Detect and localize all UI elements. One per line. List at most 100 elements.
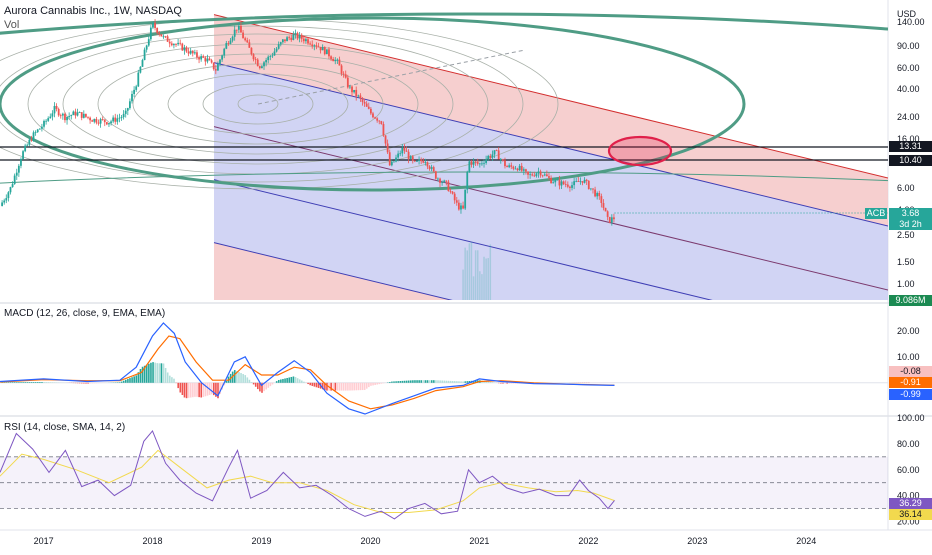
candle-body: [410, 156, 412, 159]
macd-hist-bar: [506, 383, 508, 384]
candle-body: [311, 44, 313, 46]
candle-body: [533, 175, 535, 176]
candle-body: [5, 198, 7, 200]
macd-hist-bar: [50, 382, 52, 383]
macd-hist-bar: [135, 375, 137, 382]
macd-hist-bar: [433, 380, 435, 383]
candle-body: [324, 47, 326, 54]
macd-hist-bar: [186, 383, 188, 398]
candle-body: [60, 115, 62, 116]
candle-body: [546, 174, 548, 176]
candle-body: [49, 117, 51, 119]
macd-hist-bar: [89, 383, 91, 384]
macd-hist-bar: [249, 380, 251, 383]
macd-hist-bar: [167, 372, 169, 382]
macd-hist-bar: [314, 383, 316, 387]
macd-hist-bar: [425, 380, 427, 383]
candle-body: [496, 150, 498, 151]
candle-body: [41, 127, 43, 129]
candle-body: [66, 117, 68, 120]
symbol-title[interactable]: Aurora Cannabis Inc., 1W, NASDAQ: [4, 5, 182, 17]
macd-plot: [0, 323, 888, 414]
candle-body: [194, 52, 196, 53]
candle-body: [607, 211, 609, 217]
ticker-badge: ACB: [865, 208, 887, 219]
macd-hist-bar: [171, 377, 173, 383]
candle-body: [320, 47, 322, 50]
time-tick-label: 2019: [251, 536, 271, 546]
macd-hist-bar: [280, 379, 282, 382]
macd-hist-bar: [406, 381, 408, 383]
candle-body: [207, 59, 209, 62]
macd-hist-bar: [267, 383, 269, 388]
rsi-tick-label: 100.00: [897, 413, 925, 423]
candle-body: [244, 38, 246, 40]
candle-body: [376, 118, 378, 120]
candle-body: [181, 44, 183, 51]
candle-body: [383, 124, 385, 135]
candle-body: [590, 188, 592, 189]
macd-hist-bar: [27, 382, 29, 383]
candle-body: [577, 181, 579, 182]
candle-body: [452, 192, 454, 194]
macd-hist-bar: [196, 383, 198, 397]
macd-hist-bar: [211, 383, 213, 395]
candle-body: [521, 166, 523, 171]
candle-body: [100, 119, 102, 123]
candle-body: [179, 43, 181, 44]
candle-body: [519, 166, 521, 170]
candle-body: [366, 104, 368, 107]
candle-body: [290, 38, 292, 40]
volume-legend: Vol: [4, 19, 19, 31]
macd-hist-bar: [511, 383, 513, 384]
candle-body: [527, 171, 529, 174]
macd-hist-bar: [163, 363, 165, 382]
candle-body: [129, 101, 131, 108]
candle-body: [353, 90, 355, 92]
candle-body: [56, 106, 58, 109]
macd-hist-bar: [288, 377, 290, 382]
macd-hist-bar: [35, 382, 37, 383]
macd-hist-bar: [125, 380, 127, 383]
macd-hist-bar: [376, 383, 378, 385]
candle-body: [70, 115, 72, 116]
candle-body: [171, 43, 173, 45]
candle-body: [146, 46, 148, 50]
candle-body: [414, 161, 416, 162]
macd-hist-bar: [293, 376, 295, 382]
candle-body: [1, 202, 3, 206]
macd-hist-bar: [450, 381, 452, 383]
candle-body: [33, 132, 35, 140]
candle-body: [284, 39, 286, 41]
macd-hist-bar: [253, 383, 255, 385]
candle-body: [139, 67, 141, 73]
candle-body: [160, 34, 162, 36]
macd-hist-bar: [418, 380, 420, 383]
macd-hist-bar: [337, 383, 339, 391]
macd-hist-bar: [464, 381, 466, 382]
candle-body: [278, 44, 280, 48]
rsi-tick-label: 60.00: [897, 465, 920, 475]
candle-body: [165, 36, 167, 37]
macd-hist-bar: [165, 368, 167, 383]
candle-body: [158, 33, 160, 34]
candle-body: [75, 112, 77, 116]
rsi-title[interactable]: RSI (14, close, SMA, 14, 2): [4, 422, 125, 433]
macd-hist-bar: [397, 381, 399, 383]
candle-body: [202, 56, 204, 58]
macd-hist-bar: [81, 383, 83, 384]
candle-body: [357, 96, 359, 97]
candle-body: [479, 163, 481, 164]
candle-body: [116, 118, 118, 121]
candle-body: [137, 73, 139, 87]
candle-body: [489, 156, 491, 158]
macd-hist-bar: [437, 380, 439, 382]
macd-hist-bar: [20, 382, 22, 383]
macd-hist-bar: [295, 377, 297, 383]
price-tick-label: 24.00: [897, 112, 920, 122]
macd-title[interactable]: MACD (12, 26, close, 9, EMA, EMA): [4, 308, 165, 319]
macd-hist-bar: [441, 381, 443, 383]
macd-hist-bar: [169, 376, 171, 383]
